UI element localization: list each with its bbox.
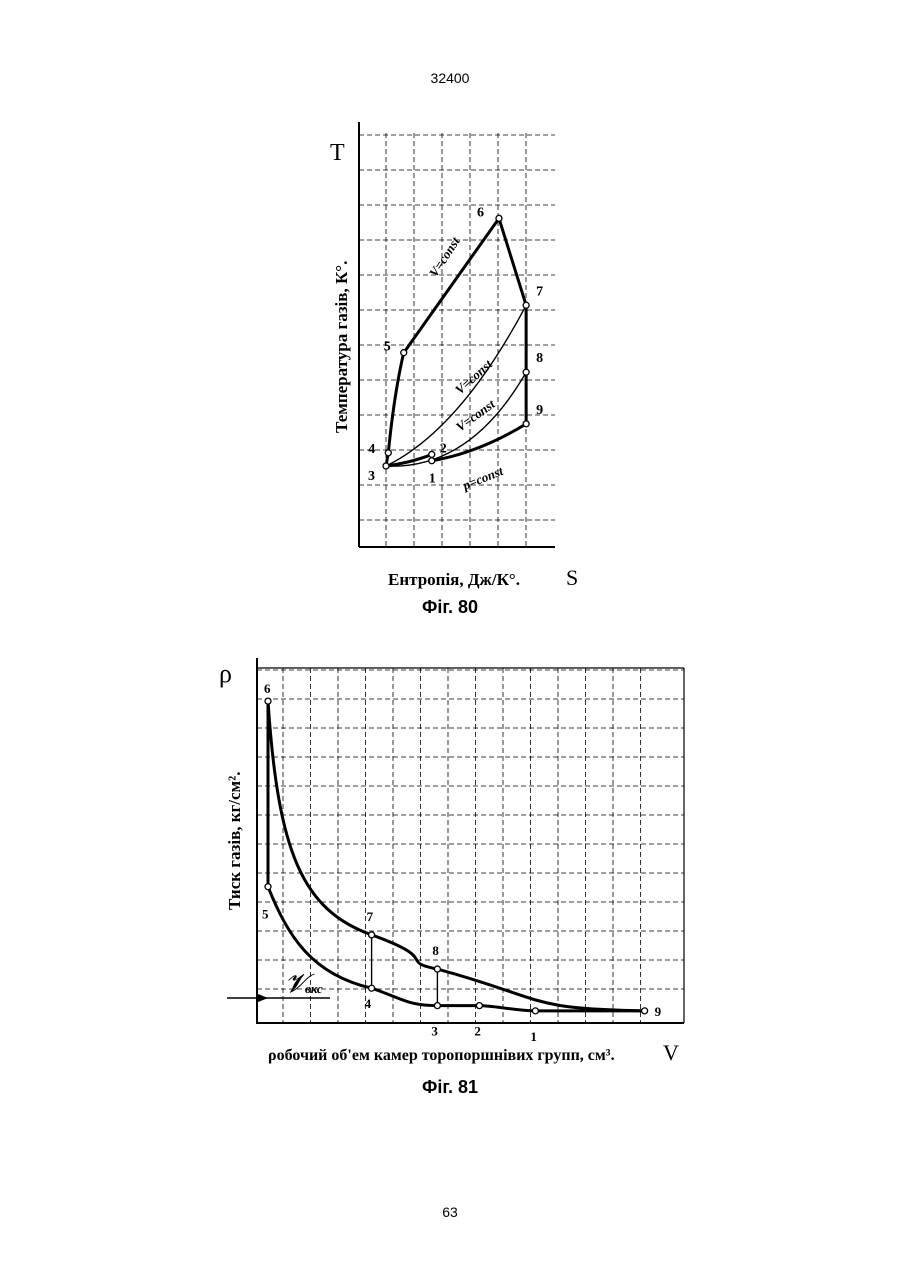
state-point-label-6: 6 xyxy=(264,681,271,696)
p-axis-letter: ρ xyxy=(219,659,232,688)
pv-diagram: 123456789 𝓥 вкс ρ Тиск газів, кг/см². ρо… xyxy=(0,640,900,1080)
state-point-8 xyxy=(523,369,529,375)
state-point-label-7: 7 xyxy=(536,284,543,299)
state-point-2 xyxy=(429,451,435,457)
state-point-label-5: 5 xyxy=(384,340,391,355)
state-point-7 xyxy=(369,932,375,938)
expansion-curve xyxy=(268,701,645,1011)
state-point-4 xyxy=(369,985,375,991)
state-point-1 xyxy=(429,458,435,464)
state-point-6 xyxy=(496,215,502,221)
state-point-5 xyxy=(401,350,407,356)
state-point-9 xyxy=(642,1008,648,1014)
state-point-label-2: 2 xyxy=(440,441,447,456)
v-axis-letter: V xyxy=(663,1040,679,1065)
state-point-label-8: 8 xyxy=(432,943,439,958)
state-point-4 xyxy=(385,450,391,456)
state-point-label-3: 3 xyxy=(431,1024,438,1039)
state-point-label-6: 6 xyxy=(477,205,484,220)
s-axis-label: Ентропія, Дж/К°. xyxy=(388,570,520,589)
curve-label-37: V=const xyxy=(452,356,495,397)
curve-label-56: V=const xyxy=(426,234,463,280)
t-axis-label: Температура газів, К°. xyxy=(332,261,351,433)
state-point-label-8: 8 xyxy=(536,351,543,366)
p-axis-label: Тиск газів, кг/см². xyxy=(225,772,244,910)
state-point-label-4: 4 xyxy=(365,996,372,1011)
state-point-3 xyxy=(383,463,389,469)
s-axis-letter: S xyxy=(566,565,578,590)
state-point-5 xyxy=(265,884,271,890)
state-point-label-1: 1 xyxy=(429,472,436,487)
state-point-9 xyxy=(523,421,529,427)
t-axis-letter: T xyxy=(330,140,345,166)
figure-80-caption: Фіг. 80 xyxy=(0,597,900,618)
state-point-6 xyxy=(265,698,271,704)
state-point-8 xyxy=(434,966,440,972)
v-axis-label: ρобочий об'ем камер торопоршнівих групп,… xyxy=(268,1047,615,1064)
figure-81-caption: Фіг. 81 xyxy=(0,1077,900,1098)
state-point-7 xyxy=(523,302,529,308)
state-point-label-4: 4 xyxy=(368,442,375,457)
state-point-label-9: 9 xyxy=(655,1004,662,1019)
vks-subscript: вкс xyxy=(305,981,323,996)
state-point-label-1: 1 xyxy=(530,1029,537,1044)
state-point-label-7: 7 xyxy=(367,909,374,924)
curve-label-19: p=const xyxy=(460,463,506,493)
page-number: 63 xyxy=(0,1204,900,1220)
state-point-1 xyxy=(532,1008,538,1014)
state-point-label-3: 3 xyxy=(368,469,375,484)
state-point-3 xyxy=(434,1003,440,1009)
state-point-2 xyxy=(476,1003,482,1009)
state-point-label-2: 2 xyxy=(474,1024,481,1039)
ts-diagram: 123456789 V=const V=const V=const p=cons… xyxy=(0,0,900,620)
state-point-label-9: 9 xyxy=(536,403,543,418)
state-point-label-5: 5 xyxy=(262,907,269,922)
